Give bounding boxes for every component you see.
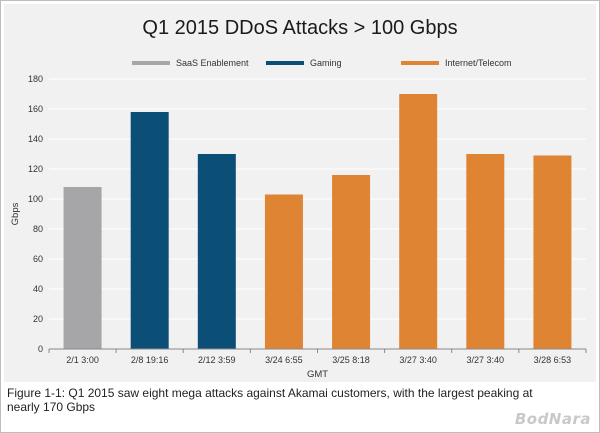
legend-swatch: [132, 61, 170, 65]
y-tick-label: 140: [28, 134, 43, 144]
bar: [197, 154, 236, 349]
bar: [130, 112, 169, 349]
bars: [63, 94, 572, 349]
bar: [332, 175, 371, 349]
x-tick-label: 2/12 3:59: [198, 355, 236, 365]
y-tick-label: 20: [33, 314, 43, 324]
bar: [264, 194, 303, 349]
x-axis-ticks: 2/1 3:00 2/8 19:16 2/12 3:59 3/24 6:55 3/25 …: [48, 349, 587, 365]
legend-swatch: [266, 61, 304, 65]
x-tick-label: 2/1 3:00: [66, 355, 99, 365]
x-tick-label: 3/25 8:18: [332, 355, 370, 365]
legend-label: Internet/Telecom: [445, 58, 512, 68]
y-tick-label: 80: [33, 224, 43, 234]
x-tick-label: 3/27 3:40: [467, 355, 505, 365]
bar: [399, 94, 438, 349]
y-tick-label: 40: [33, 284, 43, 294]
watermark-logo: BodNara: [514, 410, 591, 428]
x-tick-label: 2/8 19:16: [131, 355, 169, 365]
chart-panel: Q1 2015 DDoS Attacks > 100 Gbps SaaS Ena…: [4, 4, 596, 382]
x-axis-title: GMT: [307, 369, 328, 380]
x-tick-label: 3/24 6:55: [265, 355, 303, 365]
y-tick-label: 60: [33, 254, 43, 264]
chart-title: Q1 2015 DDoS Attacks > 100 Gbps: [142, 17, 457, 39]
legend: SaaS Enablement Gaming Internet/Telecom: [132, 58, 512, 68]
gridlines: [49, 78, 586, 320]
x-tick-label: 3/28 6:53: [534, 355, 572, 365]
y-tick-label: 180: [28, 74, 43, 84]
y-tick-label: 0: [38, 344, 43, 354]
bar: [533, 155, 572, 349]
y-tick-label: 100: [28, 194, 43, 204]
figure-caption: Figure 1-1: Q1 2015 saw eight mega attac…: [7, 386, 533, 414]
legend-label: Gaming: [310, 58, 342, 68]
bar-chart: Q1 2015 DDoS Attacks > 100 Gbps SaaS Ena…: [10, 17, 587, 380]
y-axis-title: Gbps: [10, 202, 21, 225]
bar: [63, 187, 102, 349]
y-tick-label: 120: [28, 164, 43, 174]
bar: [466, 154, 505, 349]
y-axis-ticks: 0 20 40 60 80 100 120 140 160 180: [28, 74, 43, 354]
x-tick-label: 3/27 3:40: [399, 355, 437, 365]
legend-swatch: [401, 61, 439, 65]
legend-label: SaaS Enablement: [176, 58, 249, 68]
y-tick-label: 160: [28, 104, 43, 114]
